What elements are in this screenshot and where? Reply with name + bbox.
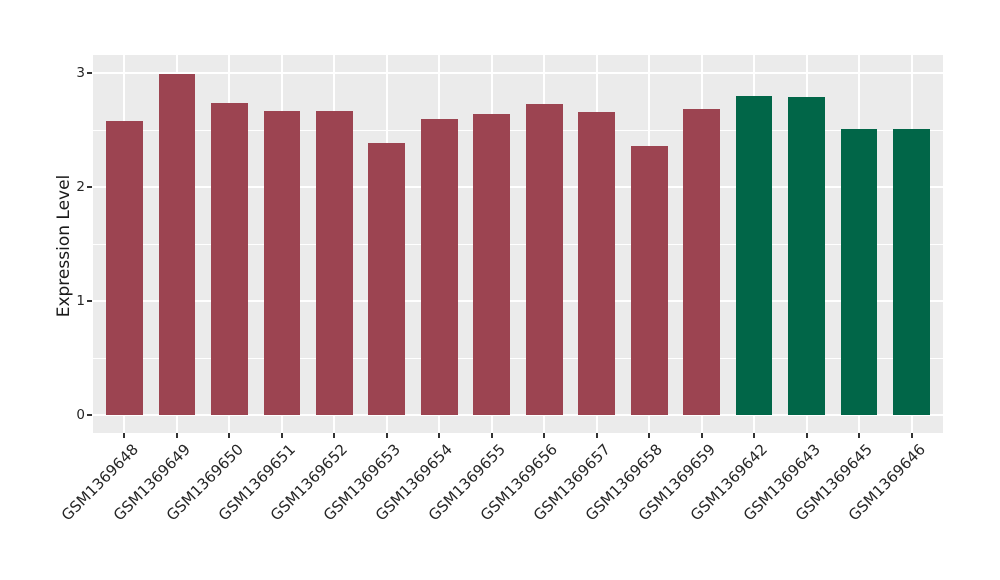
x-axis-tick [438, 433, 441, 438]
x-axis-tick [333, 433, 336, 438]
y-axis-tick [87, 186, 92, 188]
bar-GSM1369646 [893, 128, 930, 415]
bar-GSM1369645 [840, 128, 878, 415]
bar-GSM1369656 [525, 103, 563, 415]
y-axis-tick [87, 414, 92, 416]
x-axis-tick [753, 433, 756, 438]
y-tick-label: 0 [76, 407, 85, 423]
bar-GSM1369658 [630, 145, 668, 415]
bar-GSM1369643 [788, 96, 825, 415]
y-tick-label: 2 [76, 179, 85, 195]
x-axis-tick [175, 433, 178, 438]
gridline-major-horizontal [93, 72, 943, 74]
bar-GSM1369655 [473, 114, 511, 415]
gridline-minor-horizontal [93, 243, 943, 245]
bar-GSM1369654 [420, 118, 458, 415]
x-axis-tick [280, 433, 283, 438]
x-axis-tick [910, 433, 913, 438]
y-axis-tick [87, 72, 92, 74]
bar-GSM1369652 [316, 110, 353, 415]
x-axis-tick [490, 433, 493, 438]
plot-panel [93, 55, 943, 433]
bar-GSM1369659 [683, 109, 720, 415]
x-axis-tick [595, 433, 598, 438]
y-axis-tick [87, 300, 92, 302]
bar-GSM1369651 [263, 110, 301, 415]
gridline-major-horizontal [93, 414, 943, 416]
bar-GSM1369649 [158, 74, 196, 415]
x-axis-tick [543, 433, 546, 438]
y-tick-label: 3 [76, 65, 85, 81]
x-axis-tick [700, 433, 703, 438]
gridline-minor-horizontal [93, 357, 943, 359]
bar-GSM1369642 [735, 95, 773, 415]
x-axis-tick [228, 433, 231, 438]
x-axis-tick [858, 433, 861, 438]
x-axis-tick [123, 433, 126, 438]
bar-GSM1369653 [368, 142, 406, 415]
y-tick-label: 1 [76, 293, 85, 309]
gridline-major-horizontal [93, 186, 943, 188]
x-axis-tick [805, 433, 808, 438]
bar-GSM1369657 [578, 111, 616, 415]
bar-GSM1369650 [211, 102, 248, 415]
bar-GSM1369648 [106, 120, 143, 415]
x-axis-tick [385, 433, 388, 438]
gridline-major-horizontal [93, 300, 943, 302]
x-axis-tick [648, 433, 651, 438]
gridline-minor-horizontal [93, 129, 943, 131]
